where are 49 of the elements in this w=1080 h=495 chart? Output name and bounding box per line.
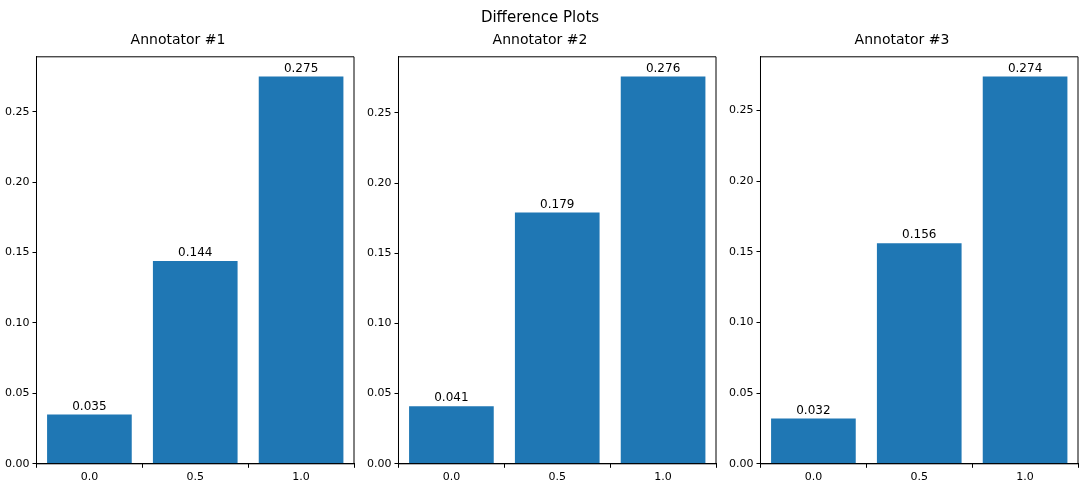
x-tick-label: 1.0 <box>292 470 310 484</box>
y-tick-label: 0.20 <box>366 175 392 189</box>
data-label: 0.274 <box>1007 60 1043 75</box>
y-tick-label: 0.25 <box>366 105 392 119</box>
x-tick-label: 0.0 <box>80 470 99 484</box>
y-tick-label: 0.00 <box>4 456 30 470</box>
y-tick-label: 0.25 <box>4 104 30 118</box>
y-tick-label: 0.10 <box>728 315 754 329</box>
y-tick-label: 0.25 <box>728 103 754 117</box>
bar <box>876 243 962 464</box>
x-tick-label: 1.0 <box>1016 470 1034 484</box>
bar <box>47 414 132 464</box>
data-label: 0.156 <box>902 227 937 242</box>
bar <box>409 406 494 464</box>
y-tick-label: 0.05 <box>366 386 392 400</box>
chart-title: Annotator #1 <box>130 31 226 48</box>
y-tick-label: 0.15 <box>366 246 392 260</box>
chart-title: Annotator #2 <box>492 31 588 48</box>
x-tick-label: 0.5 <box>910 470 928 484</box>
x-tick-label: 0.0 <box>804 470 823 484</box>
y-tick-label: 0.05 <box>728 386 754 399</box>
bar <box>258 76 344 464</box>
x-tick-label: 1.0 <box>654 470 672 484</box>
y-tick-label: 0.10 <box>366 316 392 330</box>
y-tick-label: 0.15 <box>4 245 30 259</box>
data-label: 0.275 <box>283 60 319 75</box>
y-tick-label: 0.20 <box>4 175 30 188</box>
data-label: 0.144 <box>178 245 213 260</box>
x-tick-label: 0.5 <box>186 470 204 484</box>
x-tick-label: 0.0 <box>442 470 461 484</box>
bar <box>771 418 856 464</box>
bar <box>152 261 238 464</box>
text: Difference Plots <box>480 8 600 26</box>
y-tick-label: 0.15 <box>728 244 754 258</box>
y-tick-label: 0.20 <box>728 174 754 188</box>
data-label: 0.032 <box>796 402 831 417</box>
bar <box>514 212 600 464</box>
data-label: 0.276 <box>645 60 681 75</box>
y-tick-label: 0.00 <box>366 456 392 470</box>
bar <box>982 76 1068 464</box>
x-tick-label: 0.5 <box>548 470 566 484</box>
chart-title: Annotator #3 <box>854 31 950 48</box>
y-tick-label: 0.05 <box>4 386 30 400</box>
data-label: 0.179 <box>540 196 575 211</box>
y-tick-label: 0.10 <box>4 315 30 329</box>
data-label: 0.035 <box>72 398 107 413</box>
bar <box>620 76 706 464</box>
y-tick-label: 0.00 <box>728 456 754 470</box>
data-label: 0.041 <box>434 390 469 405</box>
